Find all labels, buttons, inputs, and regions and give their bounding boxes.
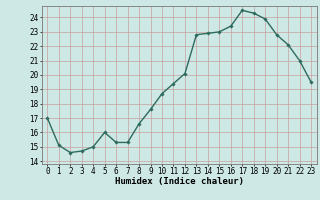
- X-axis label: Humidex (Indice chaleur): Humidex (Indice chaleur): [115, 177, 244, 186]
